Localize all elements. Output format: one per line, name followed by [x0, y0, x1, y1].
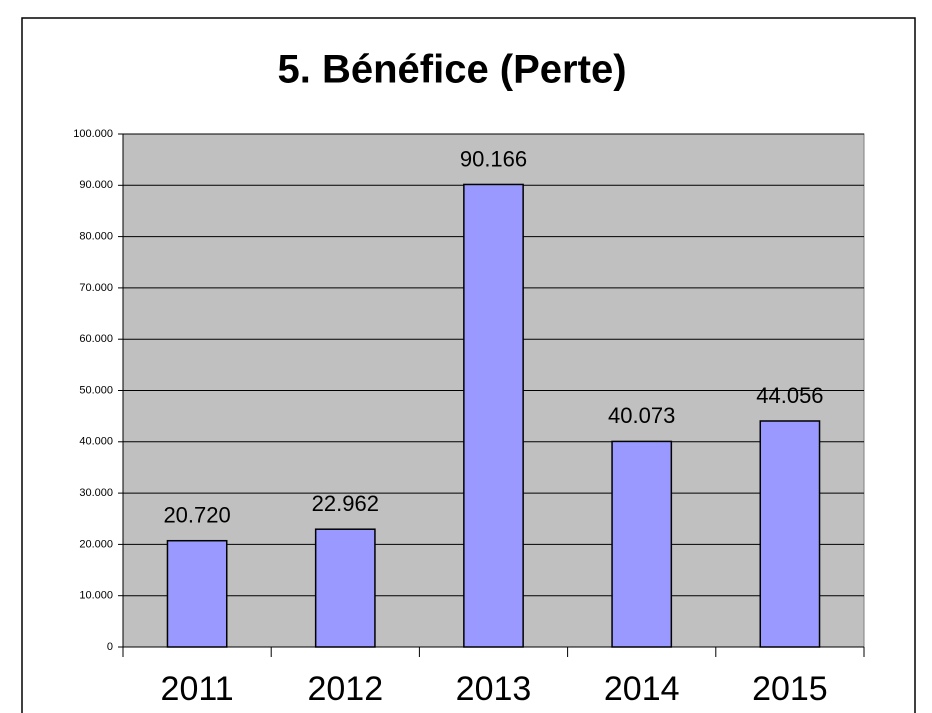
bar: [463, 183, 524, 648]
y-tick-label: 0: [107, 641, 113, 653]
y-tick-label: 90.000: [79, 179, 113, 191]
chart-title: 5. Bénéfice (Perte): [277, 48, 626, 92]
data-label: 40.073: [608, 403, 675, 428]
bar: [611, 440, 673, 648]
data-label: 22.962: [312, 491, 379, 516]
x-tick-label: 2013: [456, 670, 532, 708]
bar: [314, 528, 376, 648]
x-tick-label: 2015: [752, 670, 828, 708]
y-tick-label: 60.000: [79, 333, 113, 345]
y-tick-label: 100.000: [73, 128, 113, 140]
y-tick-label: 10.000: [79, 590, 113, 602]
data-label: 20.720: [163, 503, 230, 528]
y-tick-label: 30.000: [79, 487, 113, 499]
y-tick-label: 70.000: [79, 282, 113, 294]
bar: [166, 539, 228, 648]
y-tick-label: 20.000: [79, 538, 113, 550]
x-tick-label: 2014: [604, 670, 680, 708]
frame: [21, 17, 916, 713]
data-label: 44.056: [756, 383, 823, 408]
data-label: 90.166: [460, 146, 527, 171]
y-tick-label: 40.000: [79, 436, 113, 448]
bar: [759, 420, 821, 648]
y-tick-label: 50.000: [79, 384, 113, 396]
x-tick-label: 2011: [161, 670, 234, 708]
x-tick-label: 2012: [307, 670, 383, 708]
y-tick-label: 80.000: [79, 231, 113, 243]
